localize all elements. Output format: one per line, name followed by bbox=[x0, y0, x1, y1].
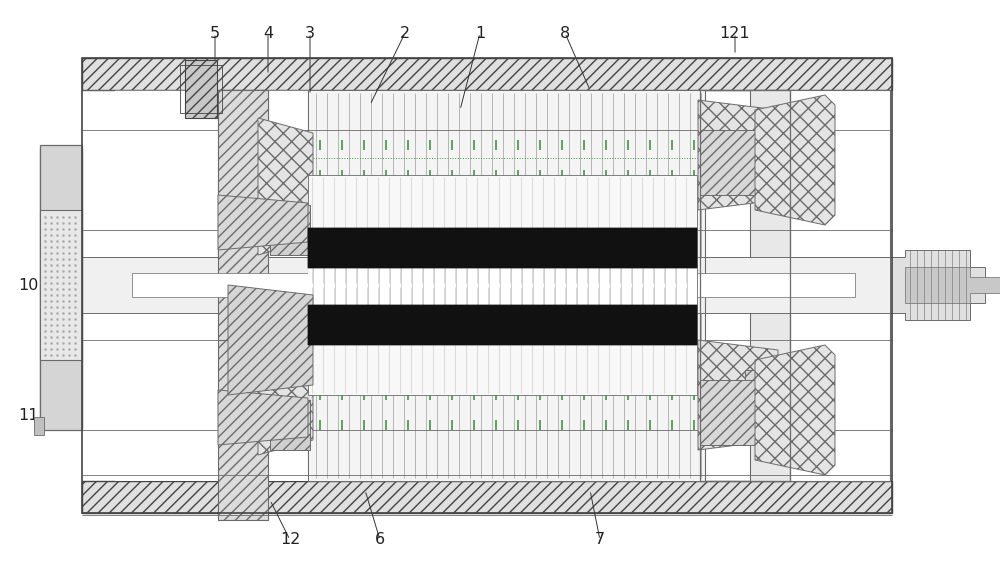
Polygon shape bbox=[905, 267, 1000, 303]
Bar bbox=[308, 305, 697, 325]
Bar bbox=[82, 90, 892, 481]
Polygon shape bbox=[755, 345, 835, 475]
Bar bbox=[700, 380, 755, 445]
Text: 5: 5 bbox=[210, 26, 220, 40]
Bar bbox=[750, 90, 790, 481]
Bar bbox=[115, 90, 310, 481]
Bar bbox=[308, 228, 697, 248]
Text: 2: 2 bbox=[400, 26, 410, 40]
Polygon shape bbox=[258, 118, 313, 255]
Text: 4: 4 bbox=[263, 26, 273, 40]
Bar bbox=[308, 325, 697, 345]
Bar bbox=[218, 90, 268, 520]
Bar bbox=[308, 228, 697, 248]
Bar bbox=[270, 205, 310, 255]
Text: 8: 8 bbox=[560, 26, 570, 40]
Polygon shape bbox=[890, 250, 985, 320]
Bar bbox=[82, 58, 892, 90]
Bar bbox=[185, 60, 217, 118]
Bar bbox=[308, 285, 697, 395]
Bar bbox=[270, 400, 310, 450]
Text: 3: 3 bbox=[305, 26, 315, 40]
Bar bbox=[308, 248, 697, 268]
Bar bbox=[82, 58, 892, 513]
Polygon shape bbox=[755, 95, 835, 225]
Text: 121: 121 bbox=[720, 26, 750, 40]
Bar bbox=[132, 273, 855, 297]
Polygon shape bbox=[218, 195, 308, 250]
Bar bbox=[745, 370, 790, 415]
Text: 12: 12 bbox=[280, 532, 300, 548]
Text: 11: 11 bbox=[18, 408, 38, 422]
Text: 7: 7 bbox=[595, 532, 605, 548]
Bar bbox=[82, 481, 892, 513]
Text: 6: 6 bbox=[375, 532, 385, 548]
Bar bbox=[82, 257, 905, 313]
Bar bbox=[700, 90, 790, 481]
Bar bbox=[40, 145, 82, 430]
Bar bbox=[180, 65, 222, 113]
Text: 1: 1 bbox=[475, 26, 485, 40]
Bar bbox=[308, 325, 697, 345]
Text: 10: 10 bbox=[18, 277, 38, 293]
Bar bbox=[34, 417, 44, 435]
Bar bbox=[700, 130, 755, 195]
Polygon shape bbox=[228, 285, 313, 395]
Bar bbox=[308, 268, 697, 305]
Bar bbox=[40, 210, 82, 360]
Polygon shape bbox=[218, 390, 308, 445]
Bar bbox=[308, 305, 697, 325]
Polygon shape bbox=[698, 100, 778, 210]
Bar bbox=[218, 90, 268, 340]
Polygon shape bbox=[698, 340, 778, 450]
Bar bbox=[308, 175, 697, 285]
Bar bbox=[790, 90, 890, 481]
Bar bbox=[308, 90, 705, 481]
Bar bbox=[308, 248, 697, 268]
Bar bbox=[40, 148, 82, 428]
Bar bbox=[745, 130, 790, 175]
Polygon shape bbox=[258, 318, 313, 455]
